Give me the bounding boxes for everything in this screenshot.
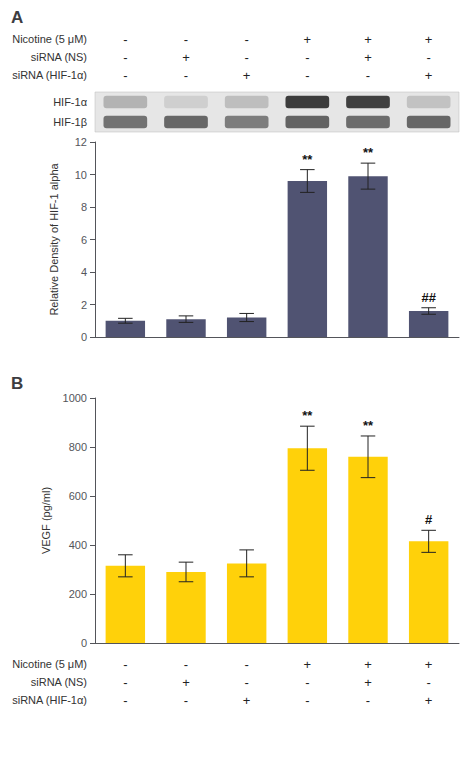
svg-text:+: + — [304, 32, 312, 47]
svg-text:Relative Density of HIF-1 alph: Relative Density of HIF-1 alpha — [48, 163, 60, 316]
svg-text:+: + — [425, 657, 433, 672]
svg-text:6: 6 — [81, 234, 87, 246]
svg-text:+: + — [182, 50, 190, 65]
svg-text:-: - — [366, 68, 370, 83]
svg-text:-: - — [184, 32, 188, 47]
svg-text:VEGF (pg/ml): VEGF (pg/ml) — [40, 487, 52, 554]
svg-text:-: - — [244, 32, 248, 47]
svg-text:600: 600 — [69, 490, 87, 502]
svg-text:-: - — [244, 675, 248, 690]
svg-text:-: - — [123, 675, 127, 690]
svg-text:1000: 1000 — [63, 392, 87, 404]
svg-text:-: - — [305, 68, 309, 83]
svg-text:siRNA (NS): siRNA (NS) — [31, 676, 87, 688]
svg-text:4: 4 — [81, 266, 87, 278]
svg-text:**: ** — [302, 408, 313, 423]
svg-text:10: 10 — [75, 169, 87, 181]
svg-text:+: + — [243, 693, 251, 708]
svg-text:-: - — [184, 657, 188, 672]
svg-text:-: - — [366, 693, 370, 708]
svg-text:**: ** — [302, 152, 313, 167]
svg-text:-: - — [184, 693, 188, 708]
svg-text:0: 0 — [81, 331, 87, 343]
svg-text:A: A — [11, 8, 23, 27]
svg-text:**: ** — [363, 145, 374, 160]
svg-text:200: 200 — [69, 588, 87, 600]
svg-text:-: - — [244, 50, 248, 65]
svg-text:12: 12 — [75, 136, 87, 148]
svg-text:+: + — [304, 657, 312, 672]
svg-text:-: - — [305, 50, 309, 65]
svg-text:-: - — [123, 693, 127, 708]
svg-text:-: - — [305, 693, 309, 708]
svg-text:400: 400 — [69, 539, 87, 551]
svg-text:+: + — [425, 68, 433, 83]
svg-text:-: - — [244, 657, 248, 672]
svg-text:##: ## — [421, 290, 436, 305]
svg-text:2: 2 — [81, 299, 87, 311]
svg-text:+: + — [364, 32, 372, 47]
svg-text:-: - — [426, 50, 430, 65]
svg-text:0: 0 — [81, 637, 87, 649]
svg-text:B: B — [11, 374, 23, 393]
svg-text:+: + — [425, 693, 433, 708]
svg-text:-: - — [123, 50, 127, 65]
svg-text:-: - — [123, 68, 127, 83]
svg-text:+: + — [243, 68, 251, 83]
svg-text:+: + — [182, 675, 190, 690]
svg-text:siRNA (NS): siRNA (NS) — [31, 51, 87, 63]
svg-text:siRNA (HIF-1α): siRNA (HIF-1α) — [12, 69, 87, 81]
svg-text:-: - — [184, 68, 188, 83]
svg-text:#: # — [425, 512, 433, 527]
svg-text:-: - — [123, 32, 127, 47]
svg-text:+: + — [425, 32, 433, 47]
svg-text:HIF-1β: HIF-1β — [53, 116, 87, 128]
svg-text:siRNA (HIF-1α): siRNA (HIF-1α) — [12, 694, 87, 706]
svg-text:-: - — [123, 657, 127, 672]
svg-text:-: - — [426, 675, 430, 690]
svg-text:HIF-1α: HIF-1α — [53, 96, 88, 108]
svg-text:-: - — [305, 675, 309, 690]
svg-text:**: ** — [363, 418, 374, 433]
svg-text:Nicotine (5 μM): Nicotine (5 μM) — [12, 33, 87, 45]
svg-text:+: + — [364, 675, 372, 690]
svg-text:800: 800 — [69, 441, 87, 453]
svg-text:+: + — [364, 50, 372, 65]
svg-text:Nicotine (5 μM): Nicotine (5 μM) — [12, 658, 87, 670]
svg-text:8: 8 — [81, 201, 87, 213]
svg-text:+: + — [364, 657, 372, 672]
